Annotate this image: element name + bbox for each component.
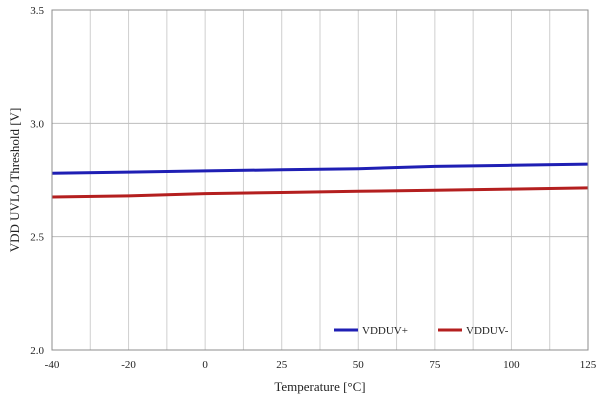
x-tick-label: 50 bbox=[353, 359, 365, 371]
x-tick-label: 75 bbox=[429, 359, 441, 371]
series-line-vdduv-plus bbox=[51, 162, 589, 175]
x-axis-label: Temperature [°C] bbox=[274, 379, 365, 394]
y-tick-label: 2.5 bbox=[30, 232, 44, 244]
series-line-vdduv-minus bbox=[51, 186, 589, 199]
x-tick-label: -40 bbox=[45, 359, 60, 371]
x-tick-label: 125 bbox=[580, 359, 597, 371]
legend: VDDUV+ VDDUV- bbox=[334, 325, 509, 337]
y-tick-label: 3.0 bbox=[30, 118, 44, 130]
legend-label-vdduv-minus: VDDUV- bbox=[466, 325, 509, 337]
x-tick-label: -20 bbox=[121, 359, 136, 371]
legend-label-vdduv-plus: VDDUV+ bbox=[362, 325, 408, 337]
series-lines bbox=[51, 162, 589, 199]
y-axis-label: VDD UVLO Threshold [V] bbox=[7, 108, 22, 253]
y-tick-label: 3.5 bbox=[30, 5, 44, 17]
y-tick-label: 2.0 bbox=[30, 345, 44, 357]
x-tick-label: 100 bbox=[503, 359, 520, 371]
x-tick-labels: -40 -20 0 25 50 75 100 125 bbox=[45, 359, 597, 371]
y-tick-labels: 2.0 2.5 3.0 3.5 bbox=[30, 5, 44, 357]
x-tick-label: 0 bbox=[202, 359, 208, 371]
plot-border bbox=[51, 9, 589, 351]
x-tick-label: 25 bbox=[276, 359, 288, 371]
